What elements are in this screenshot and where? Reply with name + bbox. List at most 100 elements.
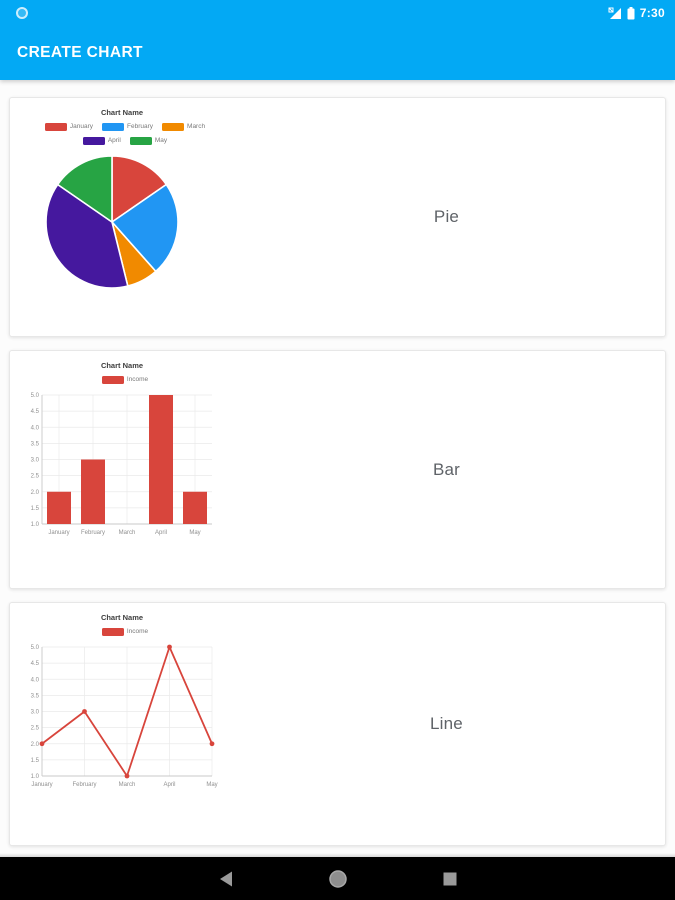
line-chart-card[interactable]: Chart Name Income 1.0 1.5 2.0 2.5 3.0 3.5 4.0 4… <box>9 602 666 846</box>
svg-text:4.0: 4.0 <box>31 425 40 431</box>
line-point-february <box>82 709 87 714</box>
legend-item-january: January <box>44 121 94 132</box>
svg-text:April: April <box>163 782 175 788</box>
back-icon <box>219 871 232 886</box>
svg-text:4.5: 4.5 <box>31 409 40 415</box>
svg-text:February: February <box>81 530 105 536</box>
chart-title: Chart Name <box>100 613 144 622</box>
pie-slice-may <box>56 155 113 223</box>
chart-title: Chart Name <box>100 108 144 117</box>
svg-text:1.5: 1.5 <box>31 758 40 764</box>
legend-item-income: Income <box>101 374 149 385</box>
chart-list: Chart Name January February March April May … <box>0 80 675 857</box>
svg-text:5.0: 5.0 <box>31 645 40 651</box>
chart-legend: Income <box>33 374 217 385</box>
legend-color-box <box>82 136 105 145</box>
pie-chart-block: Chart Name January February March April May <box>22 98 228 336</box>
svg-text:May: May <box>189 530 200 536</box>
legend-item-april: April <box>82 135 121 146</box>
svg-text:2.5: 2.5 <box>31 726 40 732</box>
chart-type-label: Line <box>430 714 463 733</box>
chart-title: Chart Name <box>100 361 144 370</box>
navigation-bar <box>0 853 675 900</box>
svg-text:1.5: 1.5 <box>31 506 40 512</box>
svg-text:3.5: 3.5 <box>31 441 40 447</box>
svg-text:3.5: 3.5 <box>31 693 40 699</box>
bar-april <box>149 395 173 524</box>
line-point-may <box>209 741 215 747</box>
svg-text:4.5: 4.5 <box>31 661 40 667</box>
line-point-april <box>167 644 172 650</box>
app-bar: CREATE CHART <box>0 26 675 80</box>
bar-february <box>81 459 105 524</box>
recents-button[interactable] <box>437 869 463 889</box>
svg-text:January: January <box>31 782 52 788</box>
legend-color-box <box>162 122 185 131</box>
card-label-wrap: Pie <box>228 98 665 336</box>
status-time: 7:30 <box>639 6 665 20</box>
legend-color-box <box>101 375 124 384</box>
legend-color-box <box>102 122 125 131</box>
battery-icon <box>627 6 635 19</box>
legend-color-box <box>129 136 152 145</box>
svg-text:May: May <box>206 782 217 788</box>
legend-label: Income <box>126 628 149 635</box>
status-bar: 7:30 <box>0 0 675 26</box>
chart-legend: Income <box>33 626 217 637</box>
bar-chart: 1.0 1.5 2.0 2.5 3.0 3.5 4.0 4.5 5.0 January Februa… <box>31 393 212 536</box>
legend-item-income: Income <box>101 626 149 637</box>
svg-text:March: March <box>119 530 136 536</box>
legend-label: March <box>187 123 206 130</box>
chart-type-label: Bar <box>432 459 461 479</box>
svg-text:March: March <box>119 782 136 788</box>
svg-text:4.0: 4.0 <box>31 677 40 683</box>
legend-item-may: May <box>129 135 168 146</box>
bar-chart-block: Chart Name Income 1.0 1.5 2.0 2.5 3.0 3.5 4.0 4… <box>22 351 228 588</box>
status-icons: 7:30 <box>608 6 665 20</box>
svg-text:April: April <box>155 530 167 536</box>
svg-text:2.5: 2.5 <box>31 474 40 480</box>
chart-legend: January February March April May <box>33 121 217 146</box>
card-label-wrap: Bar <box>228 351 665 588</box>
bar-chart-card[interactable]: Chart Name Income 1.0 1.5 2.0 2.5 3.0 3.5 4.0 4… <box>9 350 666 589</box>
page-title: CREATE CHART <box>17 44 143 61</box>
svg-text:February: February <box>72 782 96 788</box>
home-icon <box>328 869 347 888</box>
pie-chart-card[interactable]: Chart Name January February March April May … <box>9 97 666 337</box>
pie-slice-april <box>45 183 129 289</box>
legend-label: May <box>154 137 168 144</box>
legend-label: January <box>69 123 94 130</box>
line-point-march <box>124 773 130 779</box>
pie-chart <box>45 155 179 289</box>
svg-text:3.0: 3.0 <box>31 458 40 464</box>
pie-slice-january <box>111 155 168 223</box>
line-chart: 1.0 1.5 2.0 2.5 3.0 3.5 4.0 4.5 5.0 January Februa… <box>31 644 218 788</box>
legend-item-february: February <box>102 121 153 132</box>
signal-icon <box>608 7 621 19</box>
svg-text:3.0: 3.0 <box>31 710 40 716</box>
legend-color-box <box>101 627 124 636</box>
bar-january <box>47 491 71 524</box>
svg-text:January: January <box>48 530 69 536</box>
legend-color-box <box>44 122 67 131</box>
pie-slice-february <box>111 183 179 273</box>
line-point-january <box>39 741 45 747</box>
line-chart-block: Chart Name Income 1.0 1.5 2.0 2.5 3.0 3.5 4.0 4… <box>22 603 228 845</box>
svg-text:1.0: 1.0 <box>31 522 40 528</box>
card-label-wrap: Line <box>228 603 665 845</box>
legend-item-march: March <box>162 121 205 132</box>
legend-label: April <box>107 137 121 144</box>
svg-text:1.0: 1.0 <box>31 774 40 780</box>
svg-text:2.0: 2.0 <box>31 742 40 748</box>
bar-may <box>183 491 207 524</box>
legend-label: February <box>127 123 154 130</box>
svg-text:5.0: 5.0 <box>31 393 40 399</box>
recents-icon <box>443 872 456 885</box>
notification-circle-icon <box>16 7 28 19</box>
chart-type-label: Pie <box>433 207 460 226</box>
home-button[interactable] <box>325 869 351 889</box>
svg-text:2.0: 2.0 <box>31 490 40 496</box>
back-button[interactable] <box>213 869 239 889</box>
legend-label: Income <box>126 376 149 383</box>
